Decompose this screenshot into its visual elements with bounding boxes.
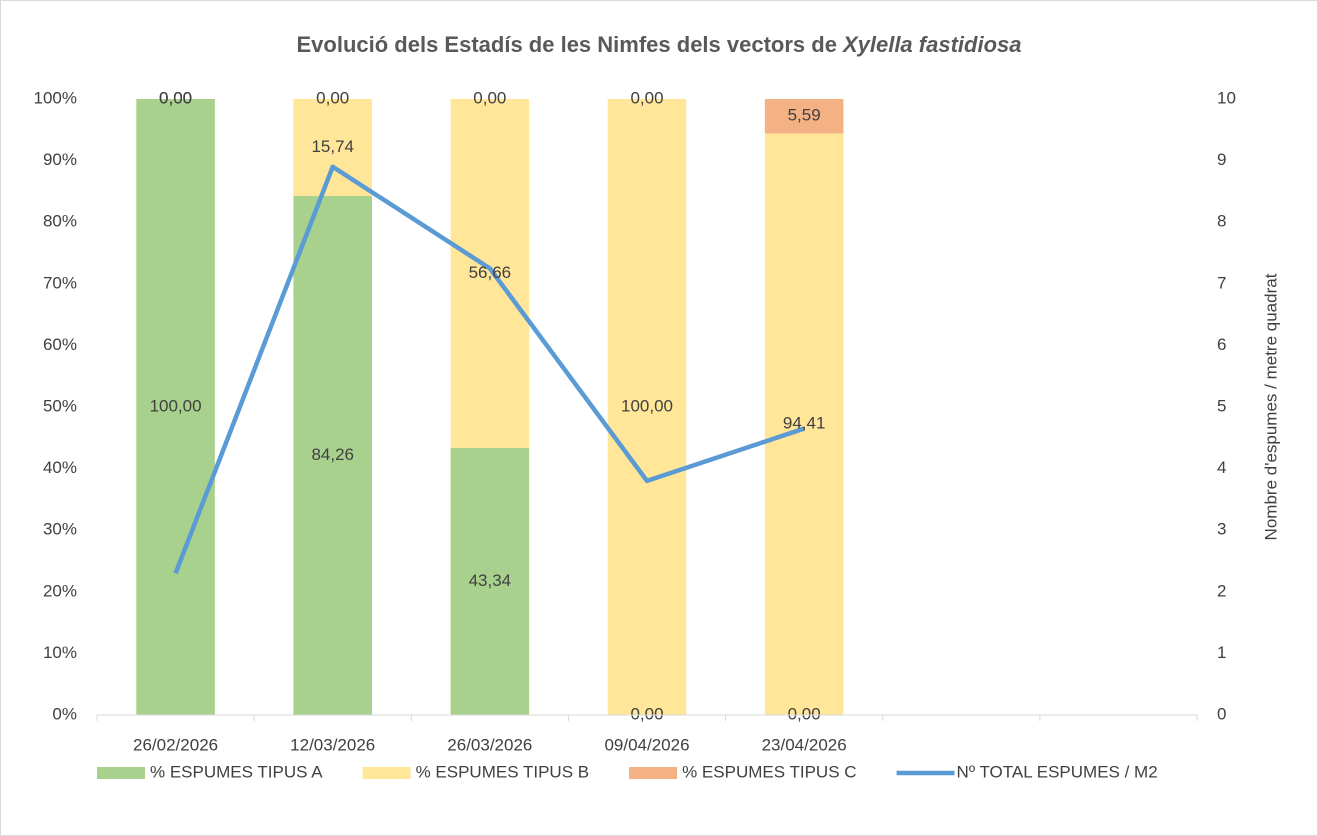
y-tick-label: 30% xyxy=(43,520,77,539)
x-tick-label: 09/04/2026 xyxy=(604,735,689,754)
data-label: 94,41 xyxy=(783,414,826,433)
line-series xyxy=(173,164,805,575)
y-tick-label: 10% xyxy=(43,643,77,662)
x-tick-label: 12/03/2026 xyxy=(290,735,375,754)
y-tick-label: 100% xyxy=(34,88,77,107)
y2-tick-label: 3 xyxy=(1217,520,1226,539)
y2-tick-label: 2 xyxy=(1217,581,1226,600)
bar-segment xyxy=(764,99,844,134)
data-label: 5,59 xyxy=(788,106,821,125)
y-tick-label: 0% xyxy=(52,704,77,723)
legend-swatch xyxy=(629,767,678,779)
y-tick-label: 20% xyxy=(43,581,77,600)
data-label: 84,26 xyxy=(311,445,354,464)
data-label: 0,00 xyxy=(473,88,506,107)
data-label: 100,00 xyxy=(150,396,202,415)
data-label: 0,00 xyxy=(159,88,192,107)
data-label: 0,00 xyxy=(159,88,192,107)
bar-segment xyxy=(136,99,215,715)
y2-tick-label: 5 xyxy=(1217,396,1226,415)
bar-segment xyxy=(293,195,372,716)
x-tick-label: 26/02/2026 xyxy=(133,735,218,754)
legend-swatch xyxy=(362,767,411,779)
y2-tick-label: 9 xyxy=(1217,150,1226,169)
chart-title: Evolució dels Estadís de les Nimfes dels… xyxy=(297,32,1022,57)
data-label: 56,66 xyxy=(469,263,512,282)
legend-label: % ESPUMES TIPUS B xyxy=(416,762,590,781)
legend-label: Nº TOTAL ESPUMES / M2 xyxy=(957,762,1158,781)
bar-segment xyxy=(607,99,687,715)
legend-label: % ESPUMES TIPUS A xyxy=(150,762,323,781)
y2-tick-label: 1 xyxy=(1217,643,1226,662)
y2-tick-label: 4 xyxy=(1217,458,1226,477)
y2-axis-label: Nombre d'espumes / metre quadrat xyxy=(1261,273,1280,540)
y-tick-label: 50% xyxy=(43,396,77,415)
x-tick-label: 26/03/2026 xyxy=(447,735,532,754)
y-tick-label: 40% xyxy=(43,458,77,477)
bar-segment xyxy=(450,99,530,449)
bar-segment xyxy=(764,133,844,716)
data-label: 0,00 xyxy=(316,88,349,107)
legend-swatch xyxy=(97,767,145,779)
y2-tick-label: 0 xyxy=(1217,704,1226,723)
y2-tick-label: 10 xyxy=(1217,88,1236,107)
data-label: 100,00 xyxy=(621,396,673,415)
legend-label: % ESPUMES TIPUS C xyxy=(682,762,856,781)
y-tick-label: 90% xyxy=(43,150,77,169)
data-label: 43,34 xyxy=(469,571,512,590)
data-label: 0,00 xyxy=(788,704,821,723)
y2-tick-label: 8 xyxy=(1217,212,1226,231)
bar-segment xyxy=(293,99,372,196)
bar-segment xyxy=(450,448,530,715)
x-tick-label: 23/04/2026 xyxy=(762,735,847,754)
title-text: Evolució dels Estadís de les Nimfes dels… xyxy=(297,32,837,57)
data-label: 0,00 xyxy=(630,88,663,107)
data-label: 15,74 xyxy=(311,137,354,156)
y2-tick-label: 6 xyxy=(1217,335,1226,354)
y2-tick-label: 7 xyxy=(1217,273,1226,292)
title-italic: Xylella fastidiosa xyxy=(841,32,1022,57)
y-tick-label: 70% xyxy=(43,273,77,292)
y-tick-label: 60% xyxy=(43,335,77,354)
data-label: 0,00 xyxy=(630,704,663,723)
y-tick-label: 80% xyxy=(43,212,77,231)
